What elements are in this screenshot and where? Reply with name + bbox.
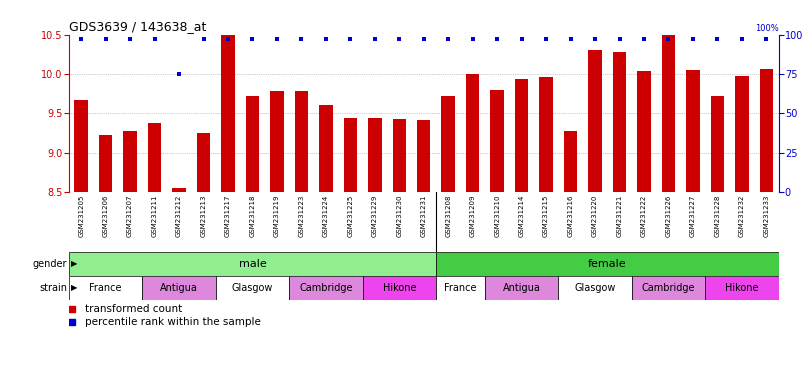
- Bar: [368, 118, 381, 192]
- Text: male: male: [238, 258, 266, 269]
- Bar: [637, 71, 650, 192]
- Text: GSM231214: GSM231214: [518, 195, 525, 237]
- Bar: [123, 131, 137, 192]
- Text: GSM231215: GSM231215: [543, 195, 549, 237]
- Bar: [290, 276, 363, 300]
- Text: France: France: [89, 283, 122, 293]
- Bar: [710, 96, 724, 192]
- Text: Hikone: Hikone: [725, 283, 758, 293]
- Text: GSM231212: GSM231212: [176, 195, 182, 237]
- Text: GSM231226: GSM231226: [666, 195, 672, 237]
- Text: GDS3639 / 143638_at: GDS3639 / 143638_at: [69, 20, 206, 33]
- Bar: [344, 118, 357, 192]
- Bar: [613, 52, 626, 192]
- Text: GSM231219: GSM231219: [274, 195, 280, 237]
- Bar: [270, 91, 284, 192]
- Text: Glasgow: Glasgow: [232, 283, 273, 293]
- Bar: [221, 0, 234, 192]
- Text: GSM231211: GSM231211: [152, 195, 157, 237]
- Bar: [705, 276, 779, 300]
- Bar: [632, 276, 705, 300]
- Bar: [320, 104, 333, 192]
- Bar: [393, 119, 406, 192]
- Text: GSM231217: GSM231217: [225, 195, 231, 237]
- Bar: [588, 50, 602, 192]
- Text: GSM231230: GSM231230: [397, 195, 402, 237]
- Text: GSM231206: GSM231206: [103, 195, 109, 237]
- Text: GSM231209: GSM231209: [470, 195, 476, 237]
- Bar: [760, 69, 773, 192]
- Bar: [75, 100, 88, 192]
- Text: GSM231228: GSM231228: [714, 195, 720, 237]
- Bar: [417, 119, 431, 192]
- Bar: [686, 70, 700, 192]
- Bar: [172, 188, 186, 192]
- Bar: [69, 276, 143, 300]
- Text: Antigua: Antigua: [160, 283, 198, 293]
- Bar: [197, 133, 210, 192]
- Bar: [246, 96, 260, 192]
- Text: strain: strain: [39, 283, 67, 293]
- Bar: [515, 79, 528, 192]
- Bar: [735, 76, 749, 192]
- Text: GSM231220: GSM231220: [592, 195, 598, 237]
- Text: Hikone: Hikone: [383, 283, 416, 293]
- Text: GSM231232: GSM231232: [739, 195, 744, 237]
- Text: ▶: ▶: [71, 283, 78, 292]
- Text: GSM231221: GSM231221: [616, 195, 623, 237]
- Text: Antigua: Antigua: [503, 283, 541, 293]
- Bar: [491, 90, 504, 192]
- Bar: [564, 131, 577, 192]
- Bar: [485, 276, 558, 300]
- Text: GSM231222: GSM231222: [641, 195, 647, 237]
- Text: Cambridge: Cambridge: [642, 283, 695, 293]
- Text: GSM231229: GSM231229: [371, 195, 378, 237]
- Text: GSM231231: GSM231231: [421, 195, 427, 237]
- Text: GSM231210: GSM231210: [494, 195, 500, 237]
- Bar: [441, 96, 455, 192]
- Text: Glasgow: Glasgow: [574, 283, 616, 293]
- Bar: [216, 276, 290, 300]
- Bar: [69, 252, 436, 276]
- Text: GSM231216: GSM231216: [568, 195, 573, 237]
- Text: 100%: 100%: [755, 24, 779, 33]
- Text: GSM231227: GSM231227: [690, 195, 696, 237]
- Bar: [99, 135, 113, 192]
- Bar: [466, 74, 479, 192]
- Bar: [436, 276, 485, 300]
- Text: GSM231205: GSM231205: [78, 195, 84, 237]
- Text: France: France: [444, 283, 477, 293]
- Text: transformed count: transformed count: [84, 303, 182, 314]
- Text: GSM231225: GSM231225: [347, 195, 354, 237]
- Text: GSM231213: GSM231213: [200, 195, 207, 237]
- Text: GSM231233: GSM231233: [763, 195, 770, 237]
- Bar: [294, 91, 308, 192]
- Text: female: female: [588, 258, 627, 269]
- Bar: [148, 123, 161, 192]
- Bar: [436, 252, 779, 276]
- Text: GSM231218: GSM231218: [250, 195, 255, 237]
- Text: GSM231207: GSM231207: [127, 195, 133, 237]
- Text: GSM231224: GSM231224: [323, 195, 329, 237]
- Bar: [539, 77, 553, 192]
- Text: gender: gender: [32, 258, 67, 269]
- Bar: [558, 276, 632, 300]
- Text: GSM231223: GSM231223: [298, 195, 304, 237]
- Bar: [143, 276, 216, 300]
- Text: GSM231208: GSM231208: [445, 195, 451, 237]
- Bar: [662, 35, 676, 192]
- Text: percentile rank within the sample: percentile rank within the sample: [84, 317, 260, 327]
- Bar: [363, 276, 436, 300]
- Text: ▶: ▶: [71, 259, 78, 268]
- Text: Cambridge: Cambridge: [299, 283, 353, 293]
